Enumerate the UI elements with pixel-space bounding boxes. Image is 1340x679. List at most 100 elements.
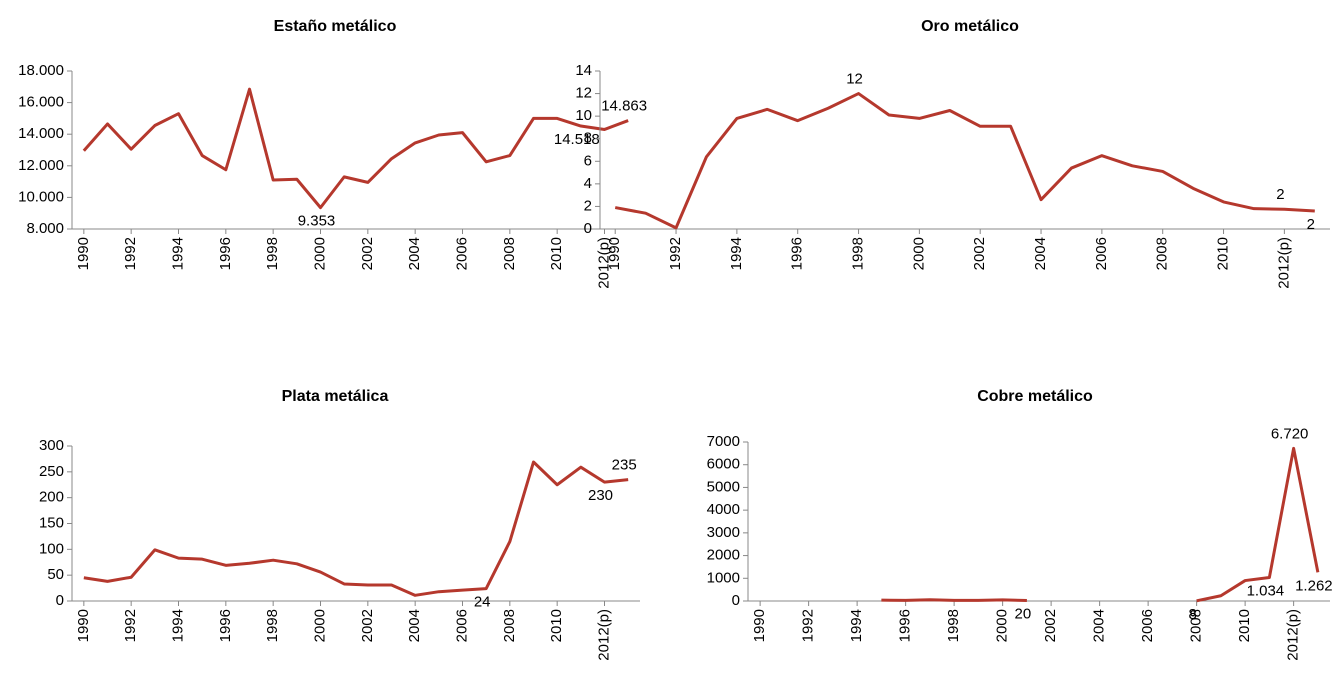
y-tick-label: 6000 (707, 456, 740, 473)
y-tick-label: 6 (584, 152, 592, 169)
x-tick-label: 1998 (850, 237, 867, 270)
x-tick-label: 2000 (311, 237, 328, 270)
x-tick-label: 2004 (1091, 609, 1108, 642)
data-label: 230 (588, 487, 613, 504)
x-tick-label: 2012(p) (595, 609, 612, 661)
x-tick-label: 1994 (169, 237, 186, 270)
x-tick-label: 2004 (406, 609, 423, 642)
y-tick-label: 0 (732, 592, 740, 609)
data-label: 20 (1015, 606, 1032, 623)
y-tick-label: 4000 (707, 501, 740, 518)
x-tick-label: 1994 (848, 609, 865, 642)
data-label: 1.262 (1295, 577, 1333, 594)
x-tick-label: 2008 (501, 237, 518, 270)
y-tick-label: 250 (39, 463, 64, 480)
y-tick-label: 12.000 (18, 157, 64, 174)
x-tick-label: 1996 (789, 237, 806, 270)
data-label: 235 (612, 457, 637, 474)
data-line (82, 87, 629, 210)
x-tick-label: 2006 (453, 237, 470, 270)
y-tick-label: 1000 (707, 569, 740, 586)
data-label: 9.353 (298, 213, 336, 230)
x-tick-label: 2002 (359, 237, 376, 270)
x-tick-label: 2002 (971, 237, 988, 270)
x-tick-label: 2010 (548, 609, 565, 642)
y-tick-label: 16.000 (18, 94, 64, 111)
y-tick-label: 2 (584, 197, 592, 214)
y-tick-label: 12 (575, 85, 592, 102)
y-tick-label: 200 (39, 489, 64, 506)
x-tick-label: 2010 (1236, 609, 1253, 642)
y-tick-label: 8 (584, 130, 592, 147)
data-label: 1.034 (1247, 582, 1285, 599)
y-tick-label: 8.000 (26, 220, 64, 237)
x-tick-label: 2012(p) (1285, 609, 1302, 661)
y-tick-label: 150 (39, 514, 64, 531)
x-tick-label: 2008 (1188, 609, 1205, 642)
data-label: 24 (474, 594, 491, 611)
x-tick-label: 2010 (1215, 237, 1232, 270)
x-tick-label: 1996 (217, 237, 234, 270)
x-tick-label: 1992 (667, 237, 684, 270)
x-tick-label: 2006 (1139, 609, 1156, 642)
y-tick-label: 100 (39, 540, 64, 557)
y-tick-label: 18.000 (18, 62, 64, 79)
x-tick-label: 2002 (359, 609, 376, 642)
data-label: 14.518 (554, 131, 600, 148)
y-tick-label: 0 (56, 592, 64, 609)
x-tick-label: 2012(p) (595, 237, 612, 289)
x-tick-label: 1998 (264, 237, 281, 270)
x-tick-label: 2002 (1042, 609, 1059, 642)
y-tick-label: 4 (584, 175, 592, 192)
x-tick-label: 1990 (751, 609, 768, 642)
y-tick-label: 7000 (707, 433, 740, 450)
y-tick-label: 10 (575, 107, 592, 124)
data-label: 2 (1307, 216, 1315, 233)
y-tick-label: 2000 (707, 547, 740, 564)
chart-title: Cobre metálico (977, 388, 1093, 405)
x-tick-label: 2006 (1093, 237, 1110, 270)
data-label: 2 (1276, 186, 1284, 203)
y-tick-label: 14.000 (18, 125, 64, 142)
y-tick-label: 3000 (707, 524, 740, 541)
x-tick-label: 2004 (1032, 237, 1049, 270)
x-tick-label: 1992 (122, 237, 139, 270)
y-tick-label: 14 (575, 62, 592, 79)
x-tick-label: 2012(p) (1275, 237, 1292, 289)
y-tick-label: 50 (47, 566, 64, 583)
x-tick-label: 2006 (453, 609, 470, 642)
x-tick-label: 1998 (264, 609, 281, 642)
x-tick-label: 2008 (1154, 237, 1171, 270)
y-tick-label: 10.000 (18, 188, 64, 205)
data-label: 8 (1188, 606, 1196, 623)
x-tick-label: 1992 (122, 609, 139, 642)
x-tick-label: 2000 (910, 237, 927, 270)
data-label: 14.863 (601, 98, 647, 115)
data-line (881, 446, 1320, 603)
x-tick-label: 2008 (501, 609, 518, 642)
chart-title: Oro metálico (921, 18, 1019, 35)
x-tick-label: 1996 (897, 609, 914, 642)
x-tick-label: 1994 (169, 609, 186, 642)
y-tick-label: 5000 (707, 478, 740, 495)
data-label: 12 (846, 71, 863, 88)
x-tick-label: 1998 (945, 609, 962, 642)
x-tick-label: 1990 (75, 609, 92, 642)
x-tick-label: 2004 (406, 237, 423, 270)
data-line (614, 92, 1315, 230)
chart-title: Plata metálica (282, 388, 389, 405)
data-line (83, 460, 629, 597)
x-tick-label: 1990 (75, 237, 92, 270)
x-tick-label: 1990 (606, 237, 623, 270)
x-tick-label: 1994 (728, 237, 745, 270)
chart-title: Estaño metálico (274, 18, 397, 35)
x-tick-label: 2000 (311, 609, 328, 642)
data-label: 6.720 (1271, 425, 1309, 442)
y-tick-label: 0 (584, 220, 592, 237)
x-tick-label: 2000 (994, 609, 1011, 642)
x-tick-label: 2010 (548, 237, 565, 270)
x-tick-label: 1996 (217, 609, 234, 642)
x-tick-label: 1992 (800, 609, 817, 642)
y-tick-label: 300 (39, 437, 64, 454)
